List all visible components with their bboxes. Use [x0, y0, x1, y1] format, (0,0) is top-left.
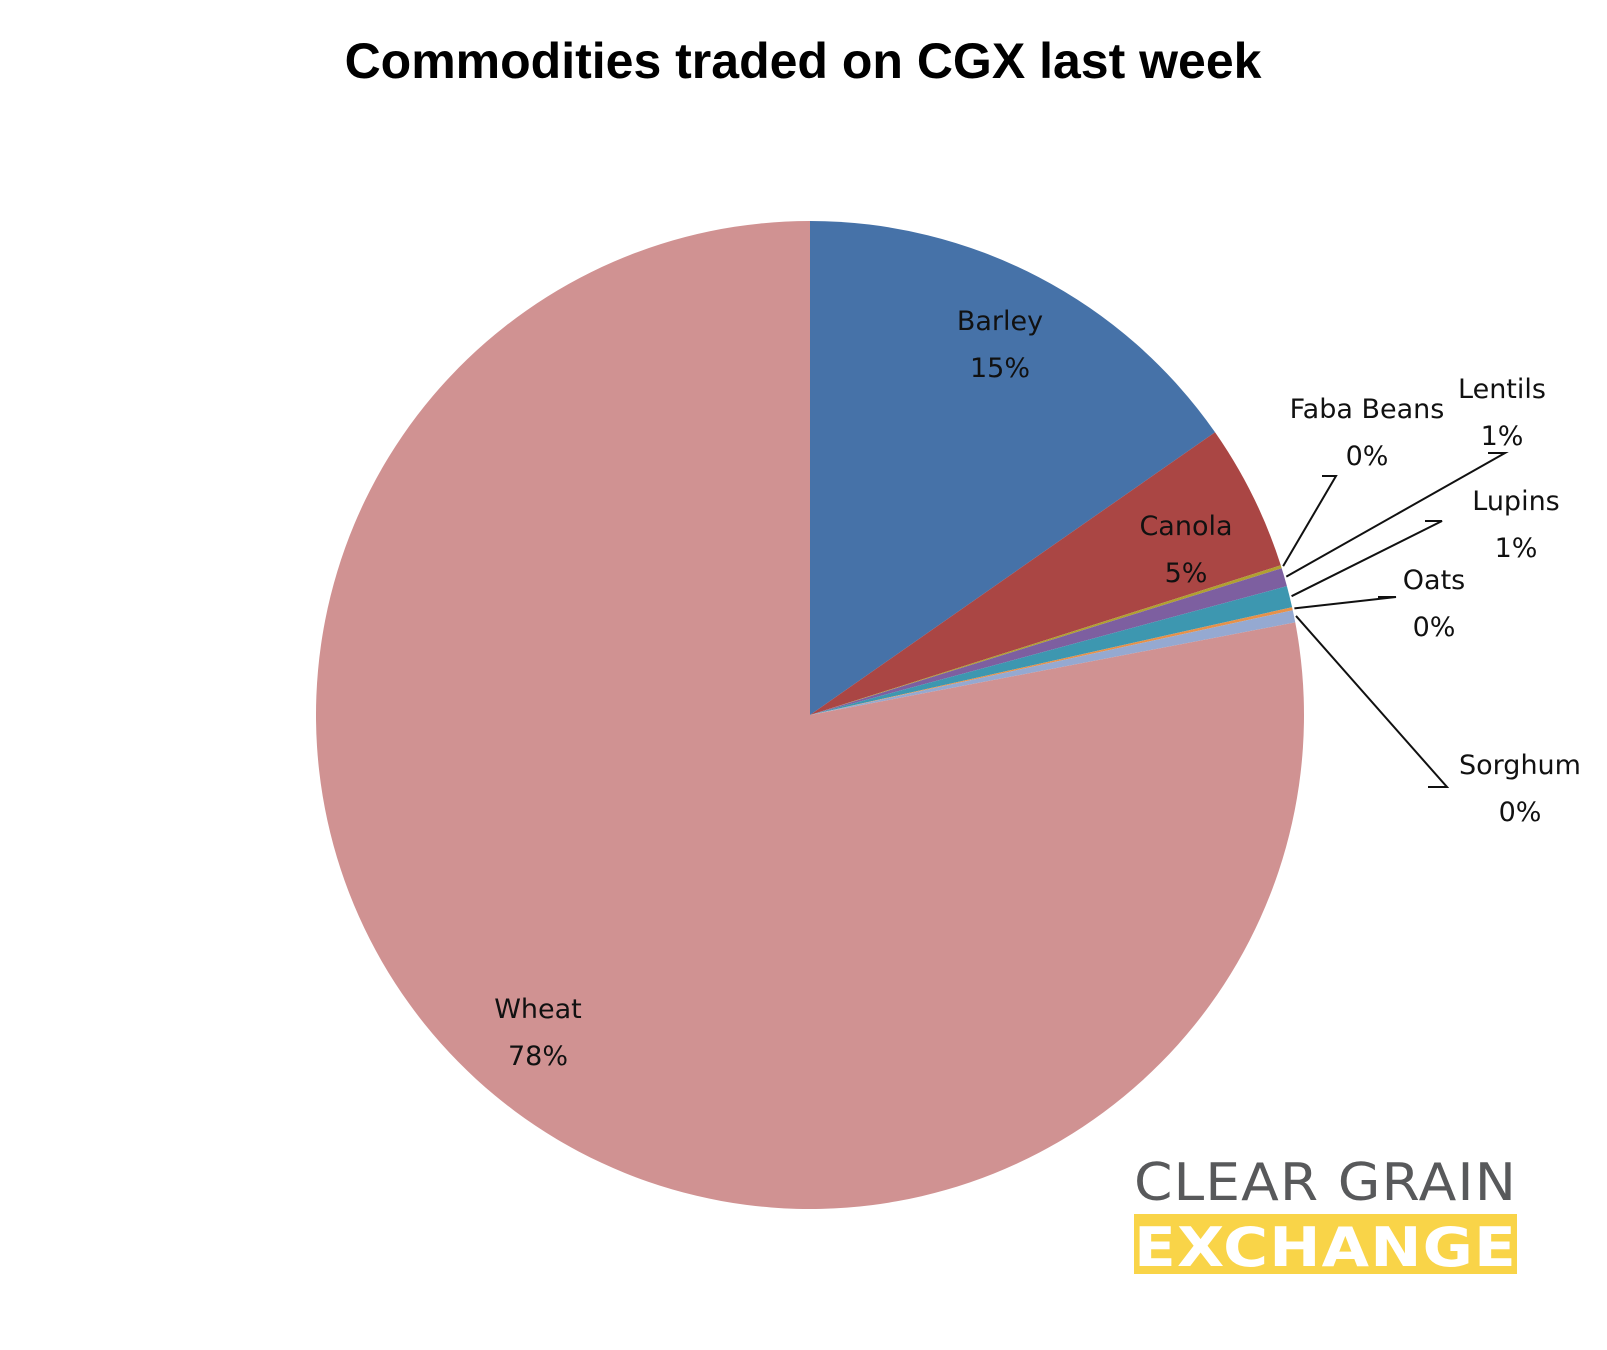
chart-title: Commodities traded on CGX last week [345, 33, 1262, 89]
leader-oats [1294, 596, 1397, 610]
label-canola-name: Canola [1139, 511, 1232, 542]
label-oats-percent: 0% [1413, 612, 1456, 643]
label-wheat-percent: 78% [508, 1041, 568, 1072]
slice-wheat [316, 221, 1304, 1210]
label-lupins-percent: 1% [1495, 533, 1538, 564]
label-faba-beans-name: Faba Beans [1290, 394, 1445, 425]
slice-lupins [810, 586, 1293, 715]
label-barley-name: Barley [957, 306, 1043, 337]
slice-canola [810, 432, 1281, 715]
pie-slices [316, 221, 1304, 1210]
label-lentils-percent: 1% [1481, 421, 1524, 452]
leader-lupins [1291, 520, 1443, 598]
slice-faba-beans [810, 565, 1282, 715]
label-canola-percent: 5% [1165, 558, 1208, 589]
slice-barley [810, 221, 1216, 715]
leader-sorghum [1295, 615, 1450, 788]
label-sorghum-name: Sorghum [1459, 750, 1581, 781]
leader-lentils [1285, 452, 1509, 578]
label-oats-name: Oats [1403, 565, 1465, 596]
label-lentils-name: Lentils [1458, 374, 1546, 405]
leader-lines [1282, 452, 1509, 788]
label-barley-percent: 15% [970, 353, 1030, 384]
label-wheat-name: Wheat [494, 994, 582, 1025]
logo-line1: CLEAR GRAIN [1134, 1153, 1517, 1213]
slice-lentils [810, 568, 1287, 715]
label-sorghum-percent: 0% [1499, 797, 1542, 828]
logo-band [1134, 1214, 1517, 1274]
slice-labels: Barley 15% Canola 5% Faba Beans 0% Lentils 1% Lu… [494, 306, 1581, 1072]
leader-faba-beans [1282, 475, 1338, 567]
label-lupins-name: Lupins [1472, 486, 1560, 517]
label-faba-beans-percent: 0% [1346, 441, 1389, 472]
clear-grain-exchange-logo: CLEAR GRAIN EXCHANGE [1134, 1153, 1517, 1279]
slice-oats [810, 607, 1293, 715]
logo-line2: EXCHANGE [1134, 1216, 1517, 1279]
slice-sorghum [810, 610, 1296, 715]
